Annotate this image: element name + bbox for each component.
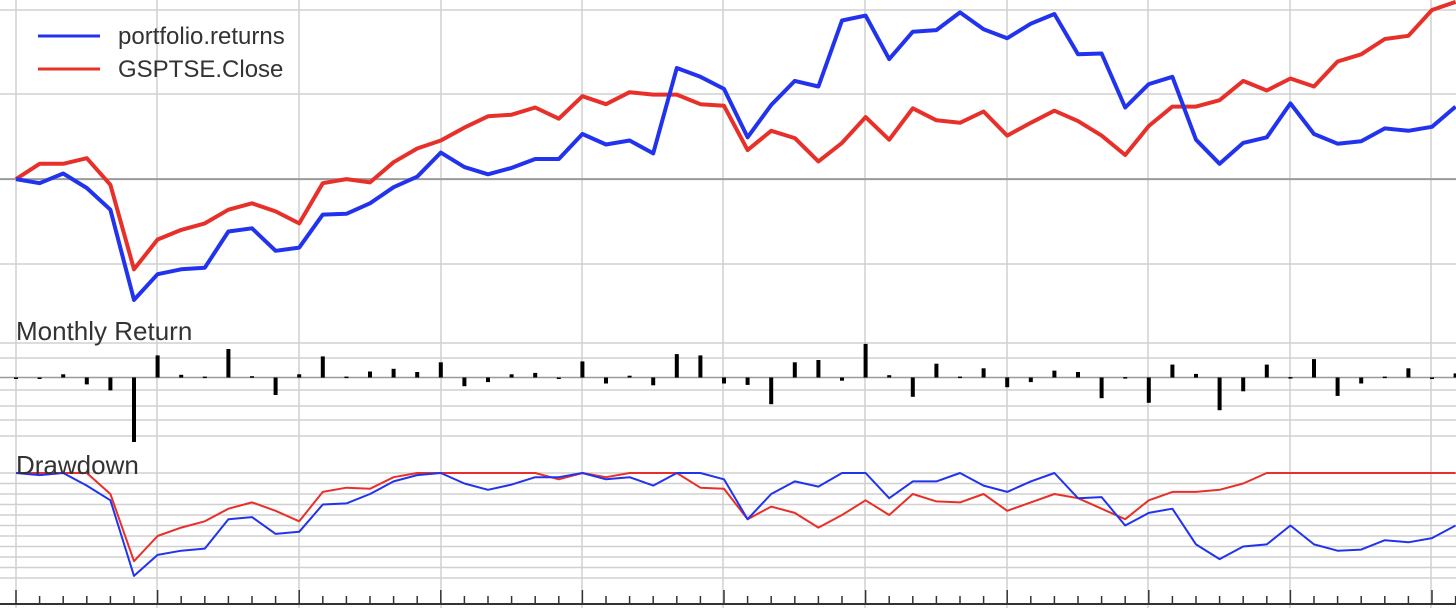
monthly-return-bar xyxy=(1241,377,1246,392)
monthly-return-bar xyxy=(1170,364,1175,378)
monthly-return-bar xyxy=(391,368,396,378)
legend: portfolio.returns GSPTSE.Close xyxy=(38,23,285,83)
monthly-return-bar xyxy=(509,374,514,378)
monthly-return-bar xyxy=(816,360,821,378)
monthly-return-bar xyxy=(674,354,679,378)
monthly-return-bar xyxy=(863,343,868,378)
monthly-return-bar xyxy=(1099,377,1104,399)
monthly-return-bar xyxy=(486,377,490,383)
monthly-return-bar xyxy=(580,361,585,378)
monthly-return-bar xyxy=(202,376,207,379)
legend-label-portfolio: portfolio.returns xyxy=(118,23,285,50)
monthly-return-bar xyxy=(1335,377,1340,396)
series-line-benchmark-cumulative xyxy=(14,0,1456,272)
monthly-return-bar xyxy=(438,362,443,378)
monthly-return-bar xyxy=(958,376,962,379)
monthly-return-bar xyxy=(910,377,915,397)
monthly-return-bar xyxy=(1005,377,1010,388)
monthly-return-bar xyxy=(981,368,986,378)
monthly-return-bar xyxy=(1288,377,1293,379)
legend-label-benchmark: GSPTSE.Close xyxy=(118,56,283,83)
monthly-return-bar xyxy=(250,376,254,378)
monthly-return-bar xyxy=(132,377,136,442)
monthly-return-bar xyxy=(745,377,750,385)
monthly-return-bar xyxy=(415,372,420,378)
monthly-return-bar xyxy=(1359,377,1364,384)
series-line-portfolio-drawdown xyxy=(15,472,1456,577)
monthly-return-bar xyxy=(1430,377,1434,379)
monthly-return-bar xyxy=(108,377,113,391)
series-line-benchmark-drawdown xyxy=(16,472,1456,563)
monthly-return-bar xyxy=(1146,377,1151,403)
monthly-return-bar xyxy=(651,377,656,386)
monthly-return-bar xyxy=(344,376,349,379)
monthly-return-bar xyxy=(887,375,892,378)
monthly-return-bar xyxy=(462,377,467,387)
monthly-return-bar xyxy=(297,374,302,378)
monthly-return-bar xyxy=(368,371,372,378)
monthly-return-bar xyxy=(84,377,89,385)
monthly-return-bar xyxy=(698,355,703,378)
monthly-return-bar xyxy=(1312,359,1316,378)
monthly-return-bar xyxy=(1194,373,1198,378)
monthly-return-bar xyxy=(14,377,18,379)
monthly-return-bar xyxy=(934,363,939,378)
monthly-return-bar xyxy=(155,355,160,378)
monthly-return-bar xyxy=(722,377,726,384)
monthly-return-bar xyxy=(840,377,844,381)
monthly-return-bar xyxy=(320,356,325,378)
monthly-return-bar xyxy=(1382,376,1387,379)
monthly-return-bar xyxy=(61,374,66,378)
monthly-return-bar xyxy=(792,362,797,378)
monthly-return-bar xyxy=(1406,368,1411,378)
monthly-return-bar xyxy=(1028,377,1033,383)
series-line-portfolio-cumulative xyxy=(15,10,1456,302)
monthly-return-title: Monthly Return xyxy=(16,316,192,346)
monthly-return-bar xyxy=(1052,370,1057,378)
drawdown-title: Drawdown xyxy=(16,450,139,480)
monthly-return-bar xyxy=(37,377,42,379)
monthly-return-bar xyxy=(627,375,632,378)
x-axis xyxy=(0,590,1456,605)
marks-layer xyxy=(14,0,1456,577)
monthly-return-bar xyxy=(226,349,231,378)
monthly-return-bar xyxy=(179,374,184,378)
monthly-return-bar xyxy=(556,377,561,379)
monthly-return-bar xyxy=(1453,373,1456,378)
monthly-return-bar xyxy=(769,377,774,405)
monthly-return-bar xyxy=(273,377,278,395)
monthly-return-bar xyxy=(1123,377,1128,379)
monthly-return-bar xyxy=(1264,364,1269,378)
monthly-return-bar xyxy=(1217,377,1222,411)
monthly-return-bar xyxy=(604,377,608,384)
monthly-return-bar xyxy=(1076,372,1080,378)
monthly-return-bar xyxy=(533,372,538,378)
